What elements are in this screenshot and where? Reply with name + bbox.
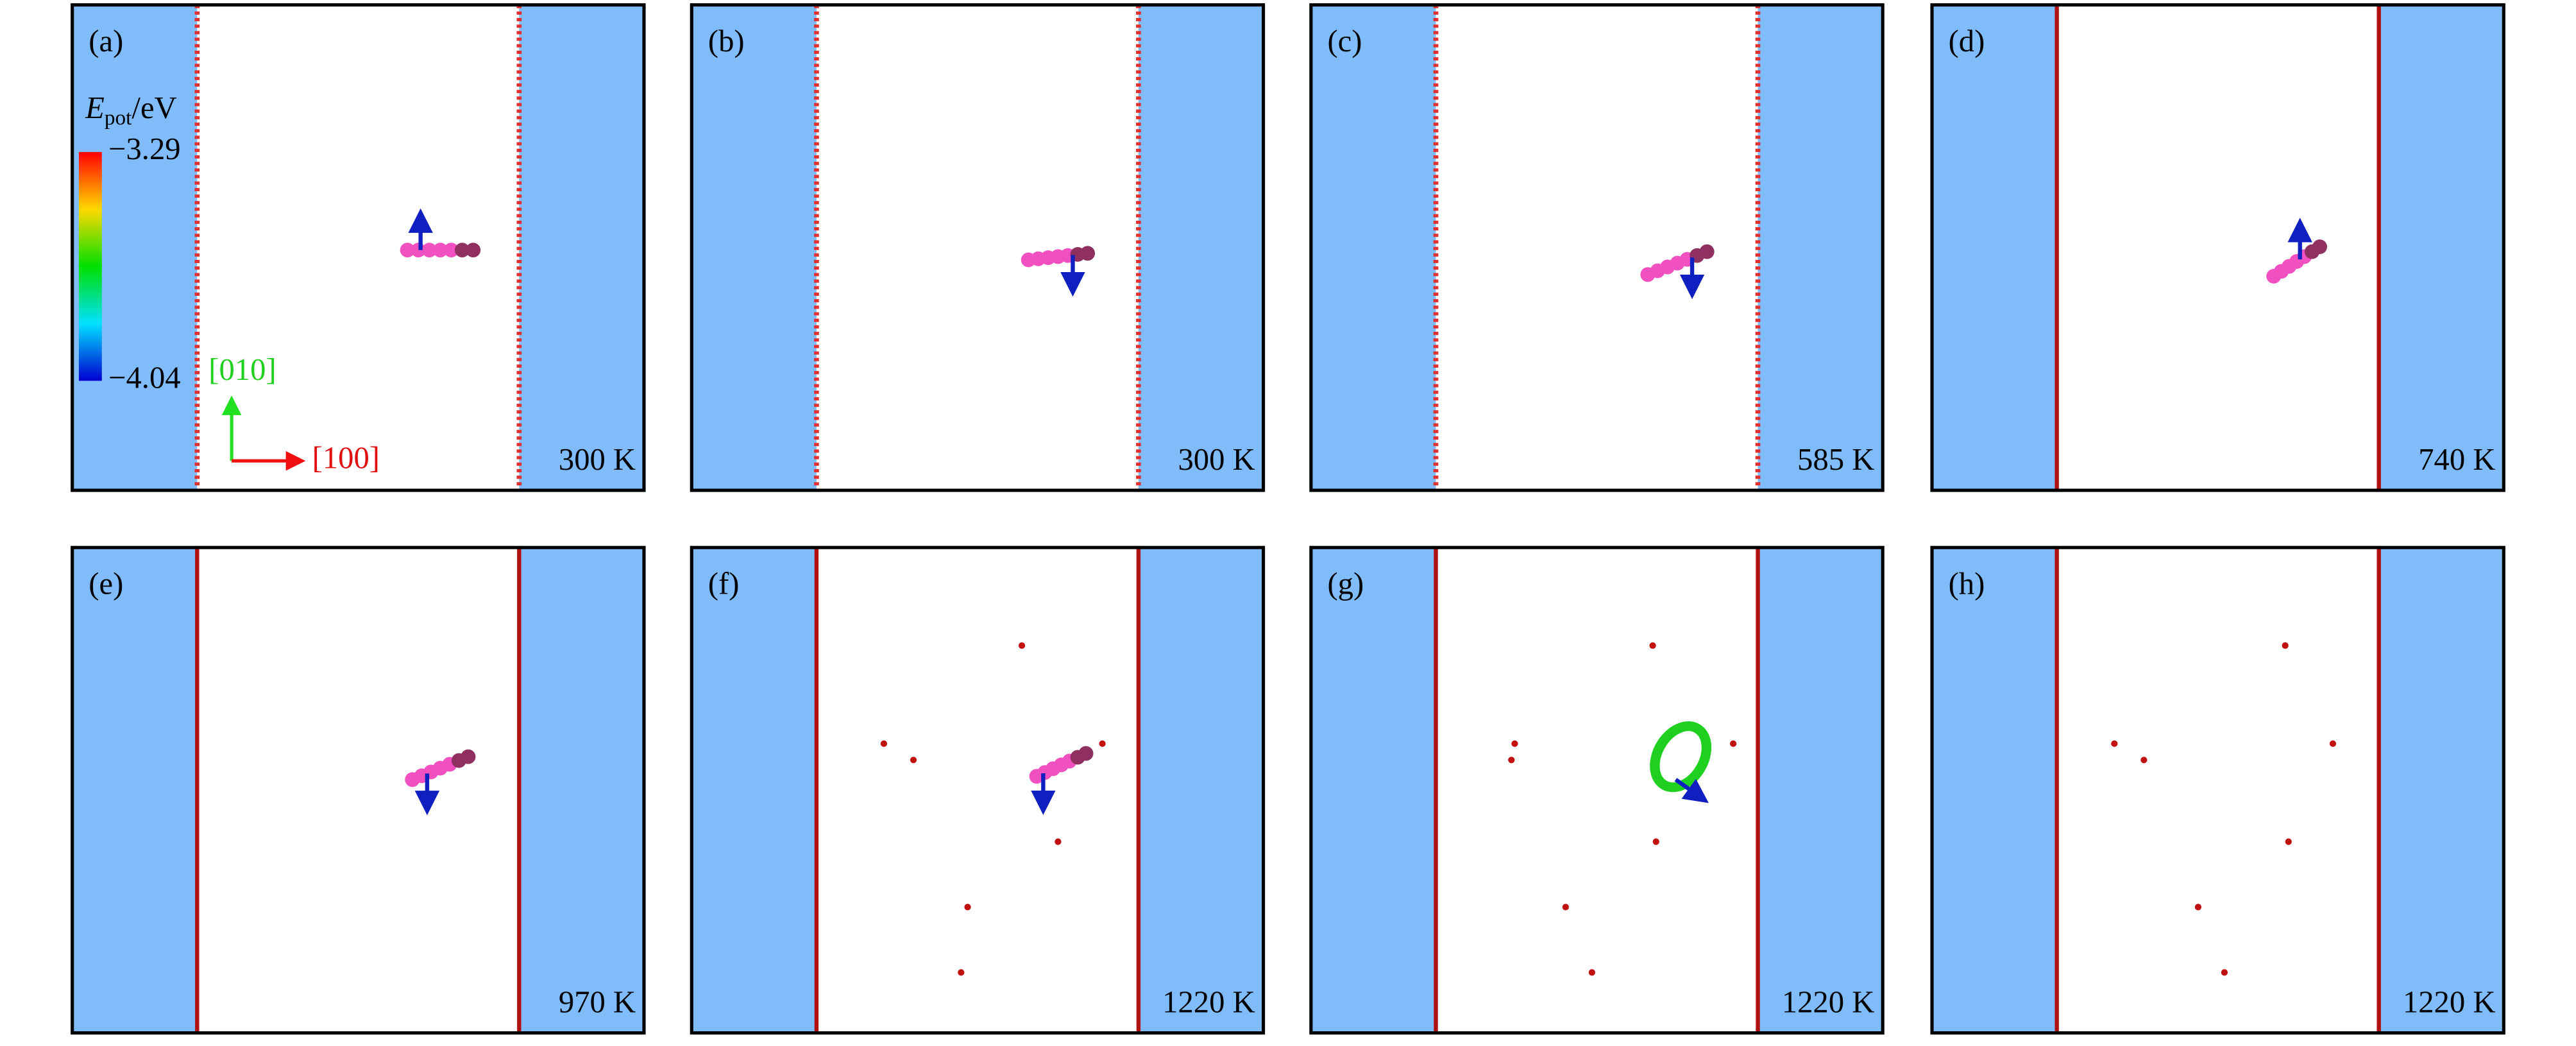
panel-label: (e) [89, 567, 123, 601]
left-slab [1932, 547, 2057, 1033]
defect [2285, 838, 2292, 845]
defect [1099, 740, 1106, 747]
defect [2329, 740, 2337, 747]
left-slab [1310, 547, 1436, 1033]
atom [2312, 239, 2327, 255]
atom [1699, 244, 1715, 259]
colorbar-title: Epot/eV [85, 91, 177, 129]
right-slab [1138, 547, 1264, 1033]
temperature-label: 1220 K [1782, 986, 1875, 1020]
colorbar-min: −4.04 [108, 361, 181, 395]
left-slab [691, 547, 817, 1033]
defect [958, 969, 965, 976]
atom [455, 243, 470, 258]
panel-label: (h) [1949, 567, 1985, 601]
right-slab [1758, 4, 1883, 491]
left-slab [691, 4, 817, 491]
x-direction-label: [100] [312, 441, 380, 475]
defect [2111, 740, 2118, 747]
panel-frame [1930, 3, 2505, 492]
panel-label: (a) [89, 24, 123, 58]
y-direction-label: [010] [208, 353, 276, 387]
defect [2282, 642, 2289, 649]
panel-frame [1309, 545, 1885, 1035]
defect [1018, 642, 1026, 649]
right-slab [1138, 4, 1264, 491]
colorbar [78, 151, 102, 381]
right-slab [519, 4, 644, 491]
colorbar-title-part: /eV [131, 91, 176, 125]
atom [466, 243, 481, 258]
atom [400, 243, 415, 258]
panel: (h) 1220 K [1930, 545, 2505, 1035]
atom [443, 243, 459, 258]
left-slab [1310, 4, 1436, 491]
panel: (a) 300 K [71, 3, 646, 492]
panel: (b) 300 K [690, 3, 1266, 492]
panel-frame [71, 3, 646, 492]
defect [1729, 740, 1737, 747]
panel: (f) 1220 K [690, 545, 1266, 1035]
defect [1588, 969, 1595, 976]
right-slab [519, 547, 644, 1033]
panel: (d) 740 K [1930, 3, 2505, 492]
right-slab [2378, 547, 2504, 1033]
defect [2194, 904, 2202, 911]
panel: (e) 970 K [71, 545, 646, 1035]
panel-frame [690, 545, 1266, 1035]
defect [964, 904, 971, 911]
panel-label: (f) [708, 567, 740, 601]
panel-label: (b) [708, 24, 745, 58]
panel-label: (d) [1949, 24, 1985, 58]
colorbar-max: −3.29 [108, 132, 181, 166]
atom [1078, 746, 1094, 761]
loop [1650, 721, 1712, 793]
defect [880, 740, 888, 747]
temperature-label: 1220 K [2403, 986, 2496, 1020]
atom [432, 243, 448, 258]
temperature-label: 1220 K [1162, 986, 1255, 1020]
temperature-label: 740 K [2418, 443, 2495, 477]
left-slab [72, 547, 198, 1033]
temperature-label: 585 K [1797, 443, 1874, 477]
defect [1055, 838, 1062, 845]
defect [910, 757, 917, 764]
panel-frame [71, 545, 646, 1035]
defect [1511, 740, 1518, 747]
burgers-arrow [1674, 778, 1709, 803]
panel-frame [1309, 3, 1885, 492]
defect [1652, 838, 1659, 845]
temperature-label: 300 K [559, 443, 636, 477]
atom [461, 749, 476, 764]
panel-label: (g) [1327, 567, 1364, 601]
panel-frame [690, 3, 1266, 492]
defect [1562, 904, 1569, 911]
defect [2140, 757, 2148, 764]
defect [1649, 642, 1656, 649]
atom [1080, 246, 1096, 261]
left-slab [1932, 4, 2057, 491]
temperature-label: 300 K [1178, 443, 1255, 477]
panel-frame [1930, 545, 2505, 1035]
atom [421, 243, 437, 258]
colorbar-title-part: pot [105, 106, 132, 130]
colorbar-title-part: E [85, 91, 105, 125]
temperature-label: 970 K [559, 986, 636, 1020]
panel-label: (c) [1327, 24, 1362, 58]
panel: (g) 1220 K [1309, 545, 1885, 1035]
panel: (c) 585 K [1309, 3, 1885, 492]
right-slab [1758, 547, 1883, 1033]
defect [2221, 969, 2228, 976]
defect [1508, 757, 1515, 764]
right-slab [2378, 4, 2504, 491]
